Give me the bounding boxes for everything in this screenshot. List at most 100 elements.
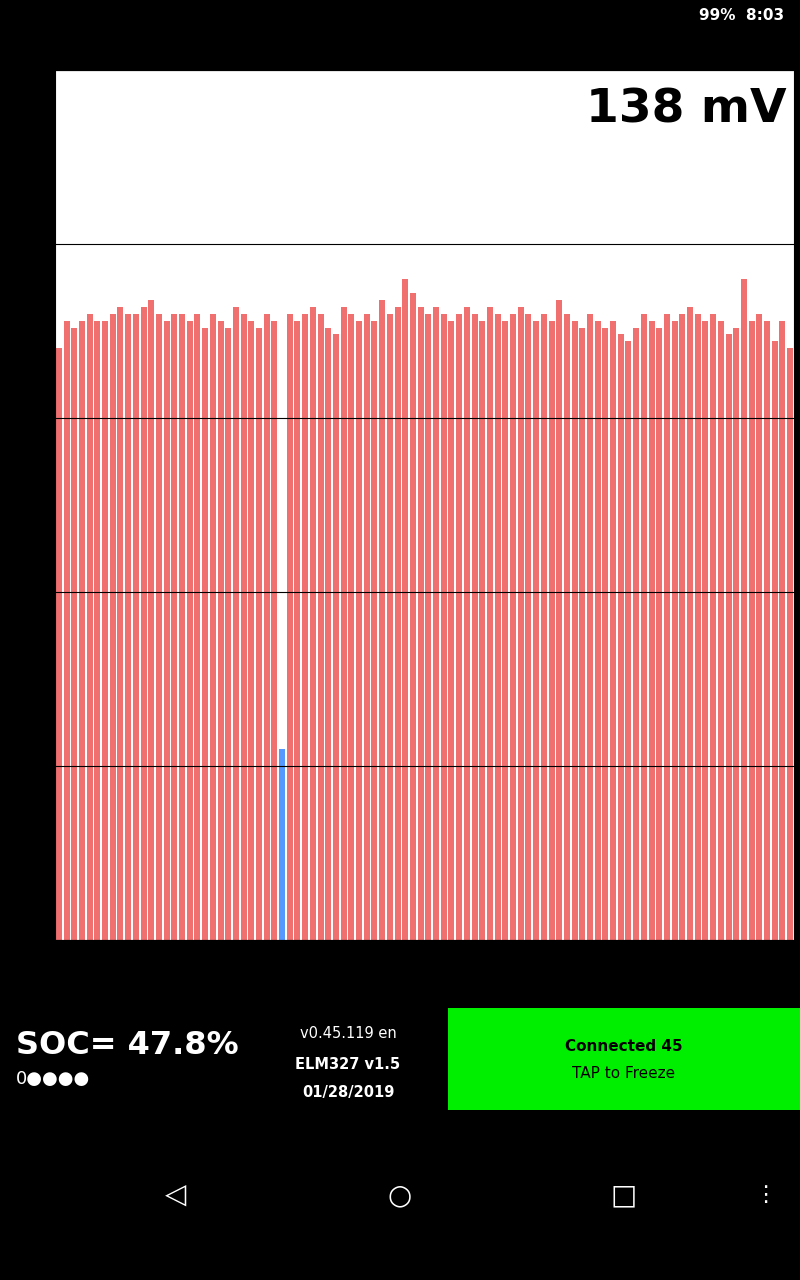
Text: SOC= 47.8%: SOC= 47.8% — [16, 1030, 238, 1061]
Bar — [426, 314, 431, 940]
Bar — [471, 314, 478, 940]
Bar — [479, 320, 486, 940]
Bar — [279, 749, 285, 940]
Bar — [341, 307, 346, 940]
Bar — [610, 320, 616, 940]
Bar — [233, 307, 239, 940]
Text: Temp F = 33.3  33.9  32.4  (1.4°): Temp F = 33.3 33.9 32.4 (1.4°) — [280, 989, 520, 1004]
Bar — [125, 314, 131, 940]
Bar — [202, 328, 208, 940]
Bar — [286, 314, 293, 940]
Text: 💡: 💡 — [8, 952, 17, 968]
Bar — [326, 328, 331, 940]
Bar — [649, 320, 654, 940]
Bar — [79, 320, 85, 940]
Text: ◁: ◁ — [166, 1181, 186, 1210]
Text: 138 mV: 138 mV — [586, 87, 786, 132]
Bar — [110, 314, 116, 940]
Bar — [764, 320, 770, 940]
Bar — [594, 320, 601, 940]
Bar — [441, 314, 446, 940]
Bar — [133, 314, 139, 940]
Bar — [541, 314, 547, 940]
Bar — [710, 314, 716, 940]
Bar — [734, 328, 739, 940]
Bar — [779, 320, 786, 940]
Text: 14.64V 1.21A: 14.64V 1.21A — [8, 986, 155, 1005]
Bar — [379, 300, 385, 940]
Bar — [718, 320, 724, 940]
Bar — [772, 342, 778, 940]
Bar — [71, 328, 78, 940]
Bar — [579, 328, 586, 940]
Bar — [164, 320, 170, 940]
Bar — [410, 293, 416, 940]
Bar — [371, 320, 378, 940]
Bar — [526, 314, 531, 940]
Bar — [194, 314, 201, 940]
Text: ○: ○ — [388, 1181, 412, 1210]
Bar — [179, 314, 185, 940]
Bar — [148, 300, 154, 940]
Bar — [756, 314, 762, 940]
Bar — [502, 320, 508, 940]
Bar — [264, 314, 270, 940]
Bar — [626, 342, 631, 940]
Bar — [118, 307, 123, 940]
Text: 0●●●●: 0●●●● — [16, 1070, 90, 1088]
Bar — [94, 320, 100, 940]
Bar — [364, 314, 370, 940]
Text: ⋮: ⋮ — [767, 40, 788, 60]
Bar — [86, 314, 93, 940]
Bar — [449, 320, 454, 940]
Text: v0.45.119 en: v0.45.119 en — [300, 1027, 396, 1042]
Bar — [702, 320, 709, 940]
Text: 01/28/2019: 01/28/2019 — [302, 1084, 394, 1100]
Bar — [302, 314, 308, 940]
Bar — [641, 314, 647, 940]
Text: 99%  8:03: 99% 8:03 — [699, 8, 784, 23]
Bar — [549, 320, 554, 940]
Bar — [518, 307, 524, 940]
Bar — [456, 314, 462, 940]
Text: Bat Sts:  AHr= 56.44  SOH= 90.88%   Hx= 83.76%   361.71V 62.20A: Bat Sts: AHr= 56.44 SOH= 90.88% Hx= 83.7… — [126, 38, 642, 52]
Bar — [318, 314, 323, 940]
Bar — [63, 320, 70, 940]
Text: min/avg/max = 3.605 3.725 3.743  (138 mV): min/avg/max = 3.605 3.725 3.743 (138 mV) — [235, 952, 565, 968]
Bar — [572, 320, 578, 940]
Bar — [533, 320, 539, 940]
Bar — [241, 314, 246, 940]
Bar — [141, 307, 146, 940]
Text: ELM327 v1.5: ELM327 v1.5 — [295, 1057, 401, 1071]
Bar — [271, 320, 278, 940]
Text: 1N4AZ0CP8FC318271 odo=16,069 mi  1 QCs & 807 L1/L2s: 1N4AZ0CP8FC318271 odo=16,069 mi 1 QCs & … — [168, 49, 600, 61]
Bar — [333, 334, 339, 940]
Text: 250 mV Scale  Shunts 8421: 250 mV Scale Shunts 8421 — [34, 428, 45, 582]
Bar — [171, 314, 178, 940]
Bar — [787, 348, 793, 940]
Bar — [448, 1009, 800, 1110]
Bar — [494, 314, 501, 940]
Bar — [656, 328, 662, 940]
Bar — [394, 307, 401, 940]
Bar — [694, 314, 701, 940]
Bar — [687, 307, 693, 940]
Bar — [556, 300, 562, 940]
Bar — [310, 307, 316, 940]
Bar — [672, 320, 678, 940]
Bar — [226, 328, 231, 940]
Text: TAP to Freeze: TAP to Freeze — [573, 1066, 675, 1082]
Bar — [679, 314, 686, 940]
Bar — [633, 328, 639, 940]
Bar — [587, 314, 593, 940]
Bar — [664, 314, 670, 940]
Bar — [487, 307, 493, 940]
Text: □: □ — [611, 1181, 637, 1210]
Bar — [256, 328, 262, 940]
Bar — [564, 314, 570, 940]
Bar — [210, 314, 216, 940]
Bar — [433, 307, 439, 940]
Bar — [749, 320, 754, 940]
Bar — [156, 314, 162, 940]
Bar — [348, 314, 354, 940]
